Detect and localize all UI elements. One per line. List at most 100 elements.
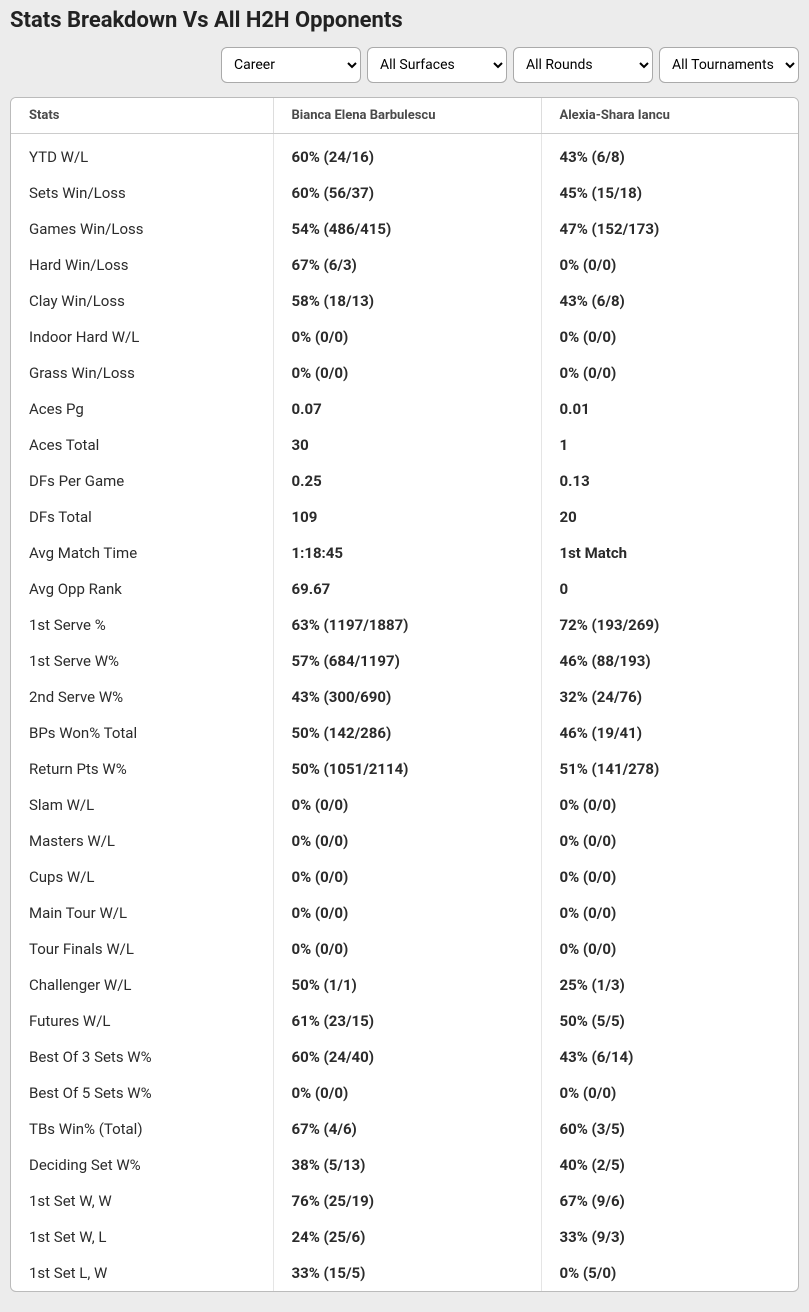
stat-value: 0% (0/0) <box>273 355 541 391</box>
table-row: Hard Win/Loss67% (6/3)0% (0/0) <box>11 247 798 283</box>
table-row: 1st Serve %63% (1197/1887)72% (193/269) <box>11 607 798 643</box>
stat-value: 50% (1051/2114) <box>273 751 541 787</box>
stat-label: Indoor Hard W/L <box>11 319 273 355</box>
stat-value: 60% (24/40) <box>273 1039 541 1075</box>
table-row: Aces Total301 <box>11 427 798 463</box>
stat-value: 0% (0/0) <box>273 787 541 823</box>
table-row: Avg Opp Rank69.670 <box>11 571 798 607</box>
stat-label: 1st Serve % <box>11 607 273 643</box>
table-row: Main Tour W/L0% (0/0)0% (0/0) <box>11 895 798 931</box>
stat-value: 57% (684/1197) <box>273 643 541 679</box>
stat-value: 43% (300/690) <box>273 679 541 715</box>
stat-value: 67% (6/3) <box>273 247 541 283</box>
stat-value: 0% (0/0) <box>541 319 798 355</box>
stat-label: Hard Win/Loss <box>11 247 273 283</box>
stat-value: 60% (56/37) <box>273 175 541 211</box>
stat-label: 1st Set W, W <box>11 1183 273 1219</box>
col-player1: Bianca Elena Barbulescu <box>273 98 541 134</box>
stat-value: 47% (152/173) <box>541 211 798 247</box>
stat-value: 33% (15/5) <box>273 1255 541 1291</box>
stat-label: DFs Total <box>11 499 273 535</box>
stat-value: 0% (0/0) <box>273 895 541 931</box>
stat-label: TBs Win% (Total) <box>11 1111 273 1147</box>
table-row: Masters W/L0% (0/0)0% (0/0) <box>11 823 798 859</box>
table-row: Indoor Hard W/L0% (0/0)0% (0/0) <box>11 319 798 355</box>
stat-value: 67% (9/6) <box>541 1183 798 1219</box>
stat-value: 20 <box>541 499 798 535</box>
stat-value: 0% (0/0) <box>273 1075 541 1111</box>
page-title: Stats Breakdown Vs All H2H Opponents <box>10 8 799 33</box>
table-row: Best Of 3 Sets W%60% (24/40)43% (6/14) <box>11 1039 798 1075</box>
stat-label: Aces Pg <box>11 391 273 427</box>
stat-value: 1:18:45 <box>273 535 541 571</box>
table-row: Sets Win/Loss60% (56/37)45% (15/18) <box>11 175 798 211</box>
stat-value: 72% (193/269) <box>541 607 798 643</box>
stat-label: Return Pts W% <box>11 751 273 787</box>
table-header-row: Stats Bianca Elena Barbulescu Alexia-Sha… <box>11 98 798 134</box>
table-row: Grass Win/Loss0% (0/0)0% (0/0) <box>11 355 798 391</box>
stat-value: 30 <box>273 427 541 463</box>
stat-label: Cups W/L <box>11 859 273 895</box>
table-row: 1st Set W, L24% (25/6)33% (9/3) <box>11 1219 798 1255</box>
tournament-select[interactable]: All Tournaments <box>659 47 799 83</box>
table-row: Deciding Set W%38% (5/13)40% (2/5) <box>11 1147 798 1183</box>
stat-value: 43% (6/14) <box>541 1039 798 1075</box>
stat-label: 1st Set W, L <box>11 1219 273 1255</box>
stat-value: 1 <box>541 427 798 463</box>
table-row: BPs Won% Total50% (142/286)46% (19/41) <box>11 715 798 751</box>
table-row: Games Win/Loss54% (486/415)47% (152/173) <box>11 211 798 247</box>
table-row: 1st Set L, W33% (15/5)0% (5/0) <box>11 1255 798 1291</box>
stat-value: 45% (15/18) <box>541 175 798 211</box>
stat-value: 50% (142/286) <box>273 715 541 751</box>
stat-value: 38% (5/13) <box>273 1147 541 1183</box>
table-row: Challenger W/L50% (1/1)25% (1/3) <box>11 967 798 1003</box>
stat-value: 0% (0/0) <box>273 859 541 895</box>
stat-value: 63% (1197/1887) <box>273 607 541 643</box>
stat-value: 0.01 <box>541 391 798 427</box>
stat-label: Slam W/L <box>11 787 273 823</box>
stat-value: 1st Match <box>541 535 798 571</box>
round-select[interactable]: All Rounds <box>513 47 653 83</box>
table-row: Return Pts W%50% (1051/2114)51% (141/278… <box>11 751 798 787</box>
stat-value: 0% (0/0) <box>541 355 798 391</box>
stat-value: 32% (24/76) <box>541 679 798 715</box>
col-stats: Stats <box>11 98 273 134</box>
stat-value: 0% (0/0) <box>541 859 798 895</box>
stat-value: 0% (0/0) <box>541 895 798 931</box>
stat-label: 2nd Serve W% <box>11 679 273 715</box>
stats-table: Stats Bianca Elena Barbulescu Alexia-Sha… <box>11 98 798 1291</box>
table-row: Aces Pg0.070.01 <box>11 391 798 427</box>
table-row: Best Of 5 Sets W%0% (0/0)0% (0/0) <box>11 1075 798 1111</box>
stat-label: Aces Total <box>11 427 273 463</box>
stat-value: 51% (141/278) <box>541 751 798 787</box>
table-row: Slam W/L0% (0/0)0% (0/0) <box>11 787 798 823</box>
stat-value: 0% (0/0) <box>541 931 798 967</box>
stat-value: 0% (0/0) <box>541 823 798 859</box>
surface-select[interactable]: All Surfaces <box>367 47 507 83</box>
table-row: 1st Serve W%57% (684/1197)46% (88/193) <box>11 643 798 679</box>
stat-value: 0.25 <box>273 463 541 499</box>
stat-value: 33% (9/3) <box>541 1219 798 1255</box>
stat-value: 0% (0/0) <box>541 787 798 823</box>
stat-label: Deciding Set W% <box>11 1147 273 1183</box>
stat-label: Avg Opp Rank <box>11 571 273 607</box>
table-row: Tour Finals W/L0% (0/0)0% (0/0) <box>11 931 798 967</box>
stat-value: 58% (18/13) <box>273 283 541 319</box>
table-row: Avg Match Time1:18:451st Match <box>11 535 798 571</box>
stat-value: 40% (2/5) <box>541 1147 798 1183</box>
stat-value: 0% (5/0) <box>541 1255 798 1291</box>
stat-value: 25% (1/3) <box>541 967 798 1003</box>
filter-bar: Career All Surfaces All Rounds All Tourn… <box>10 47 799 83</box>
stat-label: Tour Finals W/L <box>11 931 273 967</box>
table-row: Cups W/L0% (0/0)0% (0/0) <box>11 859 798 895</box>
stats-table-wrap: Stats Bianca Elena Barbulescu Alexia-Sha… <box>10 97 799 1292</box>
stat-value: 60% (24/16) <box>273 134 541 176</box>
period-select[interactable]: Career <box>221 47 361 83</box>
stat-value: 76% (25/19) <box>273 1183 541 1219</box>
stat-label: DFs Per Game <box>11 463 273 499</box>
stat-value: 54% (486/415) <box>273 211 541 247</box>
stat-value: 109 <box>273 499 541 535</box>
stat-label: Best Of 3 Sets W% <box>11 1039 273 1075</box>
stat-value: 69.67 <box>273 571 541 607</box>
table-row: Clay Win/Loss58% (18/13)43% (6/8) <box>11 283 798 319</box>
